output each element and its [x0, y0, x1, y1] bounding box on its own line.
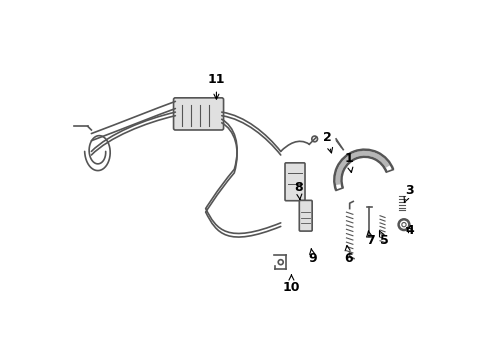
- FancyBboxPatch shape: [285, 163, 305, 201]
- Text: 5: 5: [379, 231, 389, 247]
- FancyBboxPatch shape: [66, 1, 424, 359]
- Text: 9: 9: [309, 249, 317, 265]
- Text: 4: 4: [405, 224, 414, 237]
- FancyBboxPatch shape: [173, 98, 223, 130]
- Text: 2: 2: [323, 131, 333, 153]
- Text: 11: 11: [208, 73, 225, 99]
- FancyBboxPatch shape: [299, 201, 312, 231]
- Text: 3: 3: [404, 184, 414, 203]
- Text: 10: 10: [283, 275, 300, 294]
- Text: 8: 8: [294, 181, 303, 199]
- Text: 6: 6: [344, 246, 353, 265]
- Text: 1: 1: [344, 152, 353, 172]
- Text: 7: 7: [366, 231, 374, 247]
